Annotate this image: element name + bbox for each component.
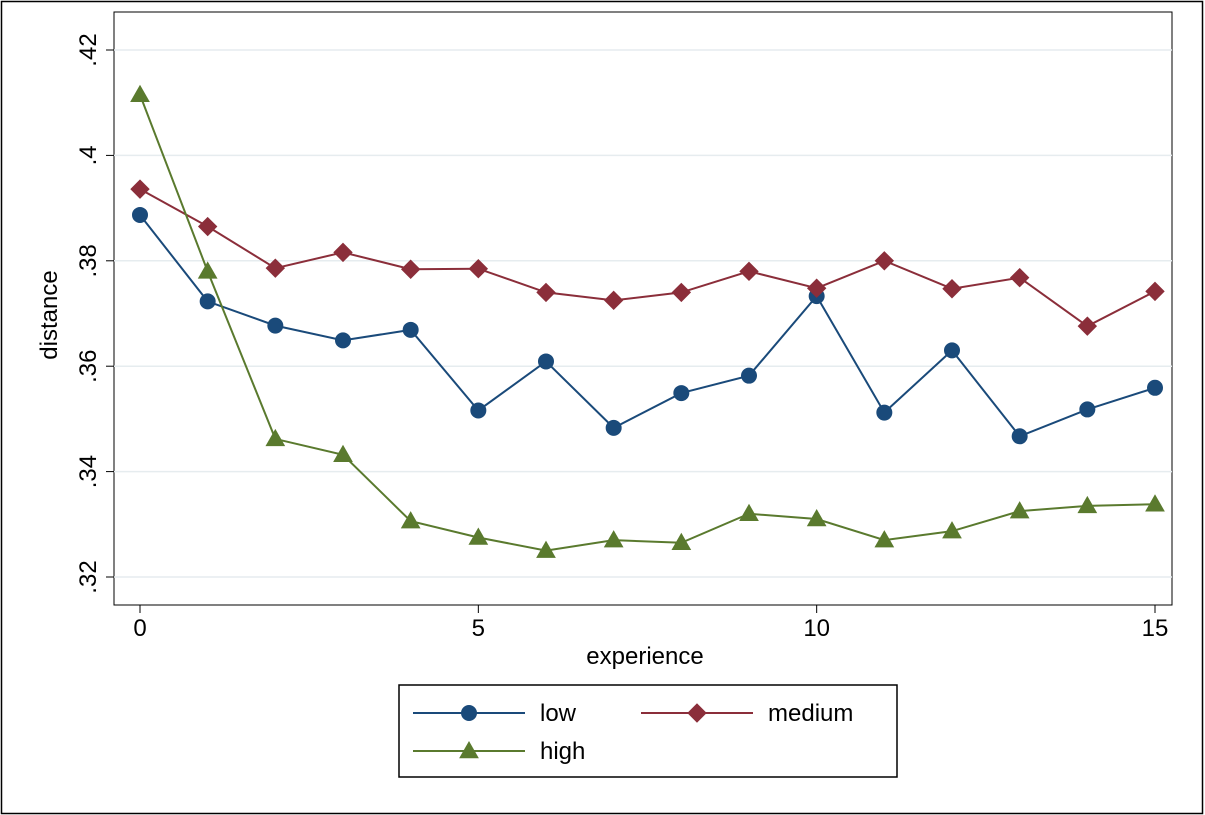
point-high-11 <box>874 530 895 548</box>
axes: .32 .34 .36 .38 .4 .42 0 5 10 15 <box>75 33 1168 642</box>
legend-item-high: high <box>413 738 585 765</box>
point-high-0 <box>130 84 150 103</box>
point-low-4 <box>402 321 419 338</box>
series-line-medium <box>139 188 1156 328</box>
legend-item-medium: medium <box>641 700 853 727</box>
point-low-15 <box>1147 379 1163 396</box>
x-tick-label-0: 0 <box>133 615 146 642</box>
x-tick-label-3: 15 <box>1142 615 1169 642</box>
point-high-15 <box>1145 494 1165 512</box>
point-low-11 <box>876 404 893 421</box>
point-high-1 <box>197 261 218 279</box>
legend-label-high: high <box>540 738 585 765</box>
gridlines <box>114 49 1172 578</box>
plot-area <box>113 11 1173 606</box>
point-low-6 <box>538 353 554 370</box>
x-tick-label-2: 10 <box>803 615 830 642</box>
point-high-6 <box>536 540 556 558</box>
point-medium-4 <box>400 259 421 279</box>
legend-item-low: low <box>413 700 577 727</box>
legend-marker-high <box>459 740 479 759</box>
series-high <box>130 84 1165 558</box>
point-low-8 <box>673 385 690 402</box>
point-low-9 <box>741 367 757 384</box>
series-line-low <box>139 214 1156 438</box>
legend-items: low medium high <box>413 700 853 765</box>
series-line-high <box>139 94 1156 552</box>
point-high-10 <box>806 509 827 527</box>
legend-marker-low <box>461 705 477 721</box>
point-low-1 <box>199 293 216 310</box>
point-high-9 <box>739 503 759 522</box>
point-medium-0 <box>130 179 150 199</box>
point-medium-3 <box>333 242 353 263</box>
series-medium <box>130 179 1165 336</box>
point-low-12 <box>944 342 960 359</box>
point-medium-12 <box>942 279 962 299</box>
y-axis-title: distance <box>36 270 63 359</box>
point-low-13 <box>1011 428 1028 445</box>
point-low-2 <box>267 317 284 334</box>
point-low-5 <box>470 402 487 419</box>
y-tick-label-1: .34 <box>75 455 102 488</box>
point-medium-11 <box>874 251 895 271</box>
point-medium-8 <box>671 282 692 303</box>
point-low-3 <box>335 332 351 349</box>
point-high-3 <box>333 444 353 462</box>
point-medium-10 <box>806 278 827 298</box>
point-low-0 <box>132 206 148 223</box>
point-high-14 <box>1077 495 1098 514</box>
point-medium-5 <box>468 258 489 279</box>
point-medium-7 <box>603 290 624 311</box>
point-medium-13 <box>1009 267 1030 288</box>
legend-marker-medium <box>687 703 707 723</box>
point-medium-1 <box>197 216 218 237</box>
point-high-2 <box>265 428 286 447</box>
point-medium-9 <box>739 261 759 282</box>
y-tick-label-0: .32 <box>75 560 102 593</box>
point-medium-2 <box>265 258 286 278</box>
point-medium-15 <box>1145 281 1165 302</box>
legend-box <box>398 684 898 778</box>
y-tick-label-5: .42 <box>75 33 102 66</box>
point-low-7 <box>605 419 622 436</box>
legend-label-medium: medium <box>768 700 853 727</box>
point-medium-14 <box>1077 316 1098 336</box>
series-group <box>130 84 1165 558</box>
point-high-13 <box>1009 501 1030 519</box>
point-low-14 <box>1079 401 1096 418</box>
point-high-4 <box>400 511 421 529</box>
y-tick-label-4: .4 <box>75 145 102 165</box>
x-axis-title: experience <box>586 643 703 670</box>
legend-label-low: low <box>540 700 577 727</box>
point-high-12 <box>942 521 962 539</box>
y-tick-label-3: .38 <box>75 244 102 277</box>
x-tick-label-1: 5 <box>472 615 485 642</box>
point-high-7 <box>603 530 624 548</box>
point-high-8 <box>671 532 692 550</box>
legend: low medium high <box>398 684 898 778</box>
series-low <box>132 206 1163 445</box>
y-tick-label-2: .36 <box>75 350 102 383</box>
point-medium-6 <box>536 282 556 303</box>
point-high-5 <box>468 527 489 545</box>
